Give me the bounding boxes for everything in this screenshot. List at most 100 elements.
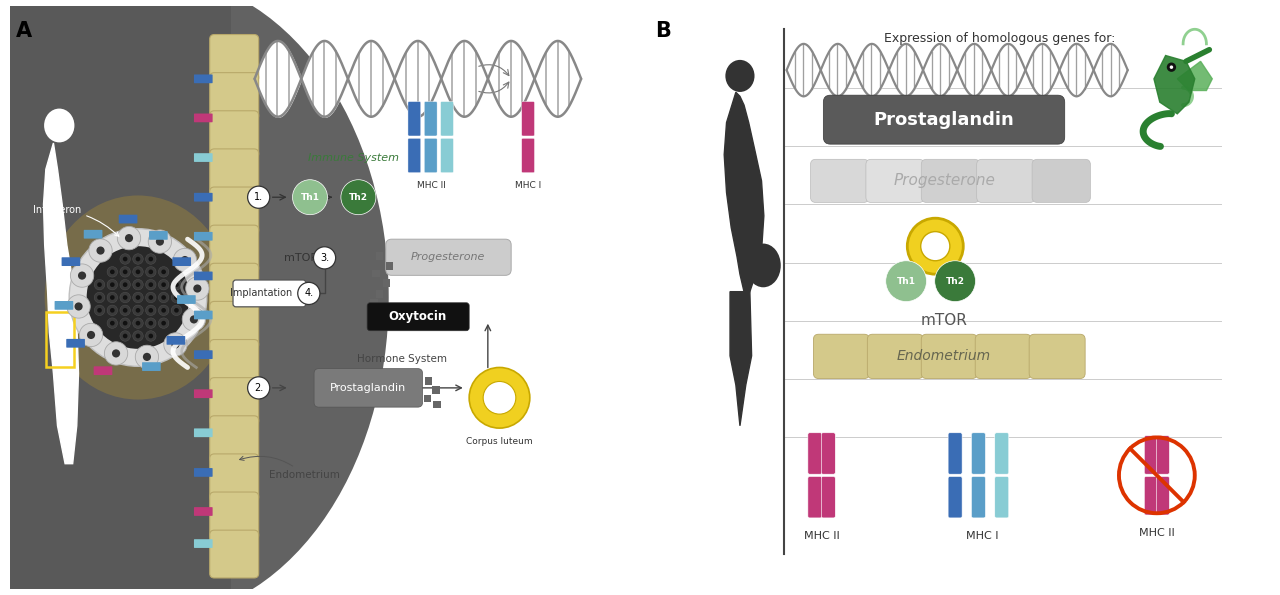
FancyBboxPatch shape [173, 257, 191, 266]
FancyBboxPatch shape [522, 138, 535, 173]
Circle shape [120, 267, 131, 277]
Bar [376, 290, 384, 298]
Circle shape [133, 292, 143, 303]
FancyBboxPatch shape [148, 231, 168, 240]
Circle shape [172, 292, 182, 303]
Circle shape [74, 302, 83, 311]
Circle shape [108, 318, 118, 328]
Circle shape [146, 331, 156, 342]
FancyBboxPatch shape [195, 507, 212, 516]
Circle shape [143, 353, 151, 361]
Circle shape [133, 305, 143, 315]
Bar [370, 299, 378, 306]
Circle shape [172, 305, 182, 315]
Text: Expression of homologous genes for:: Expression of homologous genes for: [883, 32, 1115, 45]
Circle shape [118, 227, 141, 250]
FancyBboxPatch shape [195, 74, 212, 83]
Circle shape [908, 218, 964, 274]
Circle shape [293, 180, 328, 215]
Circle shape [136, 308, 141, 312]
FancyBboxPatch shape [195, 271, 212, 280]
FancyBboxPatch shape [195, 428, 212, 437]
Circle shape [108, 280, 118, 290]
FancyBboxPatch shape [1144, 436, 1157, 474]
FancyBboxPatch shape [810, 159, 869, 202]
FancyBboxPatch shape [922, 334, 977, 378]
FancyBboxPatch shape [177, 295, 196, 304]
FancyBboxPatch shape [808, 477, 822, 518]
Circle shape [70, 264, 93, 287]
Bar [383, 280, 390, 287]
Circle shape [159, 267, 169, 277]
Text: Progesterone: Progesterone [411, 252, 485, 262]
FancyBboxPatch shape [119, 215, 137, 224]
Circle shape [1167, 62, 1176, 72]
FancyBboxPatch shape [195, 153, 212, 162]
Circle shape [161, 283, 166, 287]
Circle shape [148, 334, 154, 339]
Circle shape [314, 247, 335, 269]
FancyBboxPatch shape [868, 334, 923, 378]
Bar [376, 252, 384, 259]
FancyBboxPatch shape [195, 468, 212, 477]
Circle shape [136, 256, 141, 261]
Circle shape [161, 295, 166, 300]
FancyBboxPatch shape [948, 433, 963, 474]
FancyBboxPatch shape [367, 303, 470, 331]
Circle shape [96, 246, 105, 255]
Text: Th2: Th2 [946, 277, 965, 286]
Text: Immune System: Immune System [308, 152, 399, 162]
FancyBboxPatch shape [210, 378, 259, 425]
Circle shape [88, 239, 113, 262]
Circle shape [97, 283, 102, 287]
Circle shape [193, 284, 201, 293]
Circle shape [186, 277, 209, 300]
Circle shape [69, 228, 207, 367]
Circle shape [87, 246, 189, 349]
Ellipse shape [0, 0, 389, 595]
FancyBboxPatch shape [67, 339, 84, 347]
Circle shape [133, 280, 143, 290]
Text: 4.: 4. [305, 289, 314, 299]
Circle shape [159, 280, 169, 290]
Text: MHC I: MHC I [515, 181, 541, 190]
Circle shape [120, 318, 131, 328]
Text: Th1: Th1 [301, 193, 320, 202]
Circle shape [148, 295, 154, 300]
Circle shape [161, 308, 166, 312]
FancyBboxPatch shape [233, 280, 306, 307]
FancyBboxPatch shape [1157, 436, 1170, 474]
Text: Hormone System: Hormone System [357, 353, 447, 364]
Bar [46, 312, 74, 368]
Bar [433, 386, 440, 394]
Circle shape [123, 283, 128, 287]
Text: mTOR: mTOR [284, 253, 317, 263]
Circle shape [97, 308, 102, 312]
Circle shape [148, 256, 154, 261]
Circle shape [298, 283, 320, 305]
Text: Implantation: Implantation [230, 289, 293, 299]
Circle shape [159, 292, 169, 303]
FancyBboxPatch shape [813, 334, 869, 378]
Circle shape [146, 253, 156, 264]
FancyBboxPatch shape [522, 102, 535, 136]
Circle shape [78, 271, 86, 280]
Text: Prostaglandin: Prostaglandin [330, 383, 407, 393]
Circle shape [148, 283, 154, 287]
Circle shape [148, 308, 154, 312]
Ellipse shape [79, 233, 196, 362]
FancyBboxPatch shape [210, 302, 259, 349]
FancyBboxPatch shape [972, 477, 986, 518]
Circle shape [247, 377, 270, 399]
FancyBboxPatch shape [210, 225, 259, 273]
Circle shape [123, 334, 128, 339]
FancyBboxPatch shape [210, 111, 259, 159]
Circle shape [146, 318, 156, 328]
Circle shape [156, 237, 164, 246]
Circle shape [920, 231, 950, 261]
FancyBboxPatch shape [195, 539, 212, 548]
Circle shape [120, 253, 131, 264]
Circle shape [136, 283, 141, 287]
FancyBboxPatch shape [424, 102, 436, 136]
Circle shape [161, 321, 166, 325]
